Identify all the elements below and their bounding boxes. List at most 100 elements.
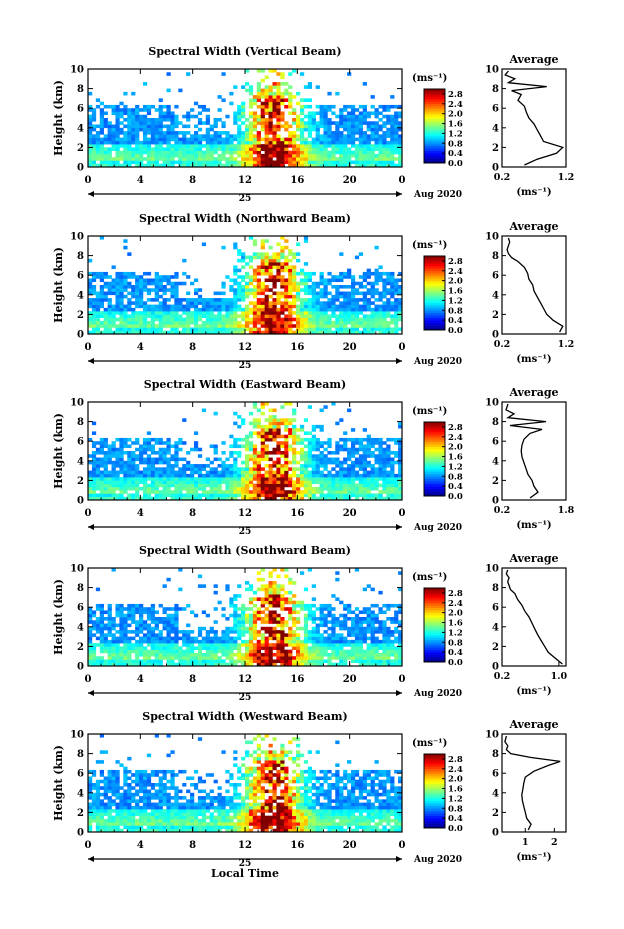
heatmap-cell (229, 626, 234, 631)
heatmap-cell (182, 281, 187, 286)
heatmap-cell (327, 134, 332, 138)
heatmap-cell (284, 262, 289, 266)
heatmap-cell (229, 163, 234, 168)
heatmap-cell (296, 311, 301, 315)
heatmap-cell (91, 464, 97, 468)
heatmap-cell (260, 467, 265, 471)
heatmap-cell (256, 278, 261, 283)
heatmap-cell (107, 301, 112, 305)
heatmap-cell (303, 127, 309, 132)
heatmap-cell (213, 118, 218, 122)
heatmap-cell (292, 150, 297, 155)
heatmap-cell (252, 421, 258, 426)
heatmap-cell (386, 454, 391, 458)
heatmap-cell (103, 327, 108, 332)
heatmap-cell (123, 662, 128, 667)
heatmap-cell (225, 275, 230, 279)
heatmap-cell (390, 480, 395, 484)
heatmap-cell (347, 467, 352, 471)
heatmap-cell (303, 490, 309, 494)
heatmap-cell (370, 157, 375, 161)
heatmap-cell (268, 437, 273, 442)
heatmap-cell (382, 496, 387, 501)
heatmap-cell (217, 324, 222, 328)
heatmap-cell (323, 150, 328, 155)
heatmap-cell (190, 304, 195, 309)
heatmap-cell (217, 137, 222, 142)
heatmap-cell (166, 314, 171, 318)
heatmap-cell (154, 610, 159, 615)
heatmap-cell (111, 330, 116, 335)
heatmap-cell (135, 114, 140, 119)
heatmap-cell (91, 483, 97, 488)
heatmap-cell (350, 314, 356, 318)
heatmap-cell (127, 320, 132, 325)
heatmap-cell (115, 118, 120, 122)
heatmap-cell (350, 108, 356, 112)
colorbar-tick-label: 2.4 (448, 433, 463, 443)
heatmap-cell (264, 447, 269, 452)
heatmap-cell (288, 447, 293, 452)
heatmap-cell (339, 275, 344, 279)
heatmap-cell (241, 307, 246, 312)
heatmap-cell (398, 444, 403, 449)
heatmap-cell (386, 160, 391, 165)
heatmap-cell (103, 490, 108, 494)
heatmap-cell (190, 327, 195, 332)
heatmap-cell (139, 451, 144, 455)
heatmap-cell (319, 311, 324, 315)
heatmap-cell (178, 649, 183, 654)
heatmap-cell (158, 104, 163, 109)
heatmap-cell (186, 630, 191, 634)
heatmap-cell (213, 121, 218, 125)
colorbar-step (424, 103, 445, 107)
heatmap-cell (390, 464, 395, 468)
colorbar-step (424, 476, 445, 480)
heatmap-cell (378, 111, 383, 116)
heatmap-cell (166, 457, 171, 462)
heatmap-cell (347, 140, 352, 145)
x-tick-label: 16 (290, 175, 304, 186)
heatmap-cell (276, 421, 281, 426)
heatmap-cell (323, 278, 328, 283)
heatmap-cell (311, 147, 316, 151)
heatmap-cell (190, 311, 195, 315)
day-bar-arrow (396, 524, 402, 530)
heatmap-cell (245, 262, 250, 266)
heatmap-cell (146, 144, 152, 148)
heatmap-cell (190, 610, 195, 615)
heatmap-cell (319, 104, 324, 109)
heatmap-cell (241, 327, 246, 332)
heatmap-cell (311, 467, 316, 471)
heatmap-cell (319, 457, 324, 462)
heatmap-cell (248, 496, 254, 501)
heatmap-cell (280, 255, 285, 260)
heatmap-cell (327, 493, 332, 498)
heatmap-cell (276, 457, 281, 462)
heatmap-cell (213, 646, 218, 650)
heatmap-cell (370, 95, 375, 99)
heatmap-cell (245, 131, 250, 135)
heatmap-cell (350, 275, 356, 279)
heatmap-cell (307, 490, 313, 494)
heatmap-cell (366, 464, 371, 468)
heatmap-cell (233, 594, 238, 598)
heatmap-cell (311, 114, 316, 119)
heatmap-cell (323, 441, 328, 445)
heatmap-cell (366, 473, 371, 478)
heatmap-cell (139, 623, 144, 628)
heatmap-cell (213, 157, 218, 161)
heatmap-cell (288, 160, 293, 165)
heatmap-cell (174, 114, 179, 119)
heatmap-cell (280, 245, 285, 250)
heatmap-cell (370, 324, 375, 328)
heatmap-cell (268, 477, 273, 481)
heatmap-cell (378, 153, 383, 158)
heatmap-cell (358, 104, 364, 109)
heatmap-cell (146, 662, 152, 667)
heatmap-cell (135, 486, 140, 491)
heatmap-cell (362, 144, 367, 148)
heatmap-cell (127, 617, 132, 621)
y-tick-label: 6 (77, 437, 84, 448)
heatmap-cell (327, 473, 332, 478)
